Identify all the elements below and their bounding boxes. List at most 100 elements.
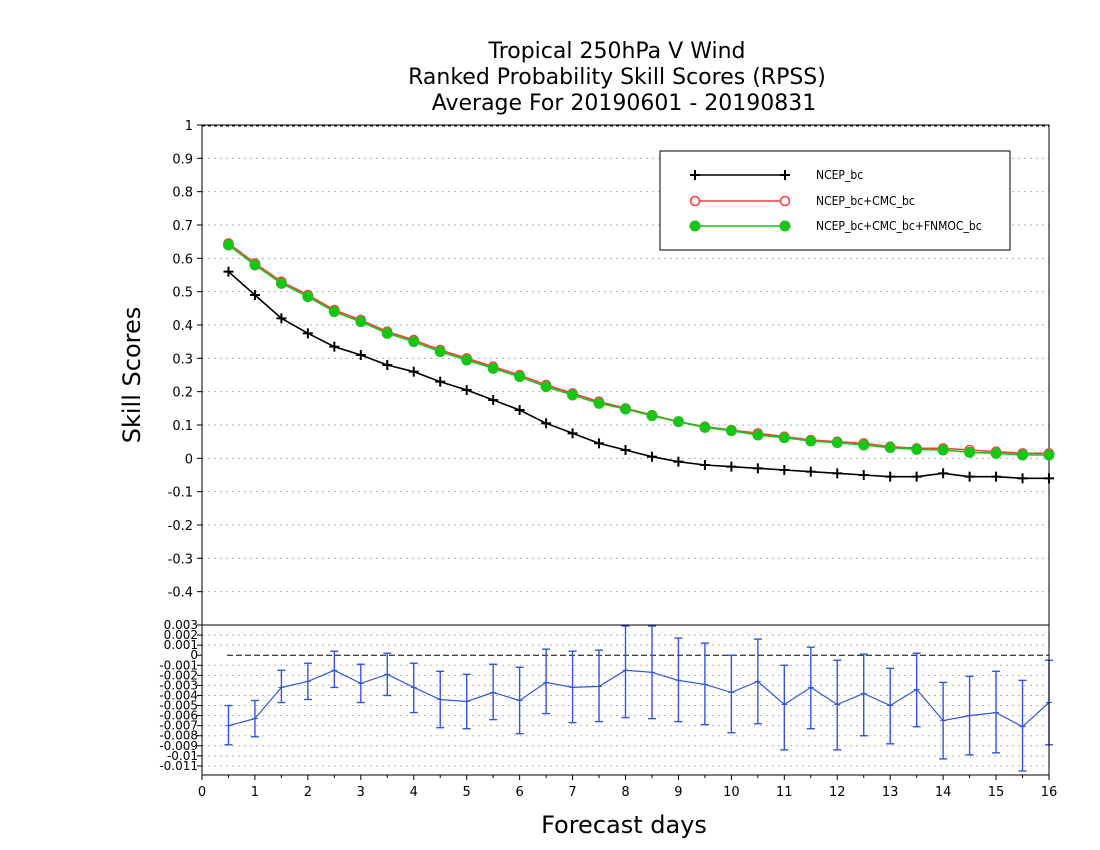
y-tick-label: 1 bbox=[185, 119, 193, 134]
data-point bbox=[779, 220, 791, 232]
title-line-3: Average For 20190601 - 20190831 bbox=[432, 91, 817, 116]
y-tick-label: -0.2 bbox=[168, 519, 193, 534]
data-point bbox=[911, 443, 923, 455]
data-point bbox=[779, 195, 791, 207]
data-point bbox=[381, 327, 393, 339]
data-point bbox=[646, 410, 658, 422]
x-tick-label: 5 bbox=[463, 785, 471, 800]
y-tick-label: 0.2 bbox=[172, 386, 193, 401]
title-line-1: Tropical 250hPa V Wind bbox=[487, 39, 745, 64]
data-point bbox=[1043, 449, 1055, 461]
difference-panel: 0.0030.0020.0010-0.001-0.002-0.003-0.004… bbox=[159, 618, 1057, 800]
x-tick-label: 11 bbox=[776, 785, 793, 800]
y-tick-label: 0.3 bbox=[172, 352, 193, 367]
data-point bbox=[593, 397, 605, 409]
difference-series bbox=[224, 625, 1053, 772]
data-point bbox=[689, 195, 701, 207]
y-tick-label: -0.1 bbox=[168, 486, 193, 501]
x-tick-label: 9 bbox=[674, 785, 682, 800]
data-point bbox=[540, 381, 552, 393]
y-axis-label: Skill Scores bbox=[118, 307, 146, 444]
series-0 bbox=[223, 266, 1054, 484]
data-point bbox=[275, 277, 287, 289]
data-point bbox=[964, 446, 976, 458]
y-tick-label: 0.001 bbox=[164, 638, 198, 652]
series-line bbox=[228, 244, 1049, 456]
y-tick-label: -0.4 bbox=[168, 586, 193, 601]
legend-entry: NCEP_bc+CMC_bc+FNMOC_bc bbox=[816, 219, 982, 233]
data-point bbox=[567, 389, 579, 401]
data-point bbox=[514, 371, 526, 383]
data-point bbox=[990, 447, 1002, 459]
x-tick-label: 16 bbox=[1041, 785, 1058, 800]
y-tick-label: -0.3 bbox=[168, 552, 193, 567]
y-tick-label: 0.5 bbox=[172, 286, 193, 301]
data-point bbox=[620, 403, 631, 415]
y-tick-label: 0.7 bbox=[172, 219, 193, 234]
data-point bbox=[302, 291, 314, 303]
y-tick-label: 0 bbox=[185, 452, 193, 467]
x-tick-label: 8 bbox=[621, 785, 629, 800]
chart-title: Tropical 250hPa V Wind Ranked Probabilit… bbox=[408, 39, 826, 116]
y-tick-label: 0 bbox=[190, 648, 198, 662]
x-tick-label: 12 bbox=[829, 785, 846, 800]
x-tick-label: 15 bbox=[988, 785, 1005, 800]
data-point bbox=[1017, 449, 1029, 461]
x-tick-label: 14 bbox=[935, 785, 952, 800]
y-tick-label: -0.005 bbox=[159, 699, 198, 713]
data-point bbox=[884, 442, 896, 454]
data-point bbox=[355, 316, 367, 328]
data-point bbox=[672, 416, 684, 428]
x-tick-label: 0 bbox=[198, 785, 206, 800]
y-tick-label: 0.1 bbox=[172, 419, 193, 434]
y-tick-label: 0.8 bbox=[172, 186, 193, 201]
data-point bbox=[725, 425, 737, 437]
data-point bbox=[699, 421, 711, 433]
data-point bbox=[937, 444, 949, 456]
skill-score-panel: 1 0.9 0.8 0.7 0.6 0.5 0.4 0.3 0.2 0.1 0 -0.1 -0.2 -0.… bbox=[168, 119, 1055, 626]
y-tick-label: -0.008 bbox=[159, 729, 198, 743]
data-point bbox=[689, 220, 701, 232]
data-point bbox=[249, 259, 261, 271]
legend: NCEP_bc NCEP_bc+CMC_bc NCEP_bc+CMC_bc+FNMO… bbox=[659, 150, 1011, 251]
x-tick-label: 4 bbox=[410, 785, 418, 800]
x-tick-label: 10 bbox=[723, 785, 740, 800]
data-point bbox=[434, 346, 446, 358]
y-tick-label: 0.4 bbox=[172, 319, 193, 334]
y-tick-label: -0.004 bbox=[159, 688, 198, 702]
legend-entry: NCEP_bc+CMC_bc bbox=[816, 194, 915, 208]
data-point bbox=[328, 306, 340, 318]
y-tick-label: 0.002 bbox=[164, 628, 198, 642]
x-tick-label: 7 bbox=[568, 785, 576, 800]
data-point bbox=[222, 239, 234, 251]
y-tick-label: -0.003 bbox=[159, 678, 198, 692]
data-point bbox=[831, 437, 843, 449]
series-line bbox=[228, 242, 1049, 455]
y-tick-label: -0.007 bbox=[159, 719, 198, 733]
y-tick-label: -0.01 bbox=[167, 749, 198, 763]
difference-line bbox=[228, 669, 1050, 728]
series-2 bbox=[222, 239, 1055, 461]
y-tick-label: -0.011 bbox=[159, 759, 198, 773]
x-tick-label: 3 bbox=[357, 785, 365, 800]
data-point bbox=[752, 429, 764, 441]
x-tick-label: 13 bbox=[882, 785, 899, 800]
x-tick-label: 6 bbox=[515, 785, 523, 800]
data-point bbox=[461, 354, 473, 366]
data-point bbox=[778, 432, 790, 444]
y-tick-label: 0.6 bbox=[172, 252, 193, 267]
y-tick-label: -0.006 bbox=[159, 709, 198, 723]
title-line-2: Ranked Probability Skill Scores (RPSS) bbox=[408, 65, 826, 90]
series-line bbox=[227, 271, 1049, 480]
y-tick-label: -0.002 bbox=[159, 668, 198, 682]
y-tick-label: -0.001 bbox=[159, 658, 198, 672]
y-tick-label: 0.003 bbox=[164, 618, 198, 632]
x-tick-label: 2 bbox=[304, 785, 312, 800]
data-point bbox=[805, 435, 817, 447]
legend-entry: NCEP_bc bbox=[816, 168, 863, 182]
data-point bbox=[858, 439, 870, 451]
data-point bbox=[408, 336, 420, 348]
x-axis-label: Forecast days bbox=[541, 811, 707, 839]
data-point bbox=[487, 362, 499, 374]
